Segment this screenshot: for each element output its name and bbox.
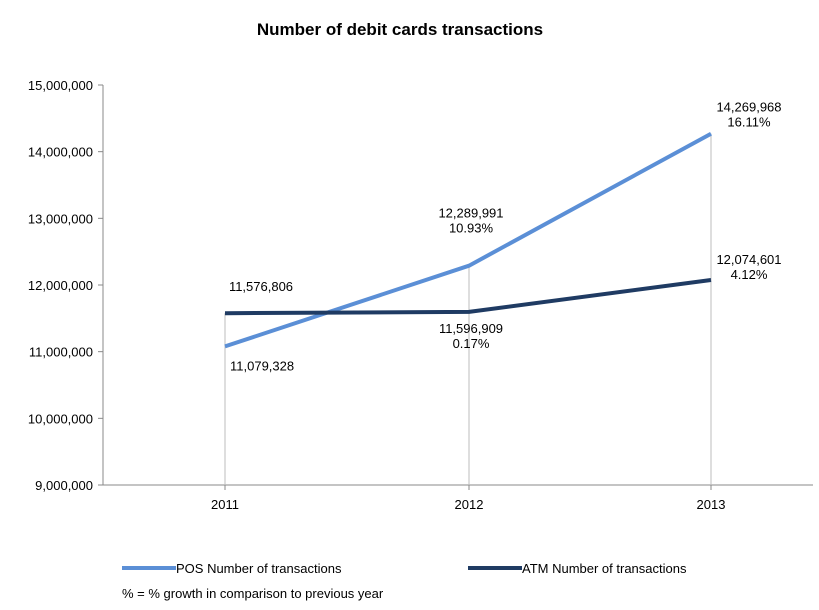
series-line-atm — [224, 278, 712, 316]
x-tick-label: 2011 — [211, 497, 239, 512]
data-label: 11,596,909 — [439, 321, 503, 336]
chart-title: Number of debit cards transactions — [257, 20, 543, 39]
data-label: 0.17% — [453, 336, 490, 351]
data-label: 10.93% — [449, 221, 494, 236]
data-label: 16.11% — [727, 115, 771, 130]
chart-footnote: % = % growth in comparison to previous y… — [122, 586, 384, 601]
data-label: 11,576,806 — [229, 279, 293, 294]
y-tick-label: 9,000,000 — [35, 478, 93, 493]
x-tick-label: 2012 — [455, 497, 484, 512]
legend-label: ATM Number of transactions — [522, 561, 687, 576]
y-tick-label: 13,000,000 — [28, 211, 93, 226]
data-label: 14,269,968 — [716, 100, 781, 115]
data-label: 11,079,328 — [230, 358, 294, 373]
data-label: 4.12% — [731, 267, 768, 282]
series-line-pos — [224, 131, 712, 349]
y-tick-label: 15,000,000 — [28, 78, 93, 93]
x-tick-label: 2013 — [697, 497, 726, 512]
legend-label: POS Number of transactions — [176, 561, 342, 576]
y-tick-label: 12,000,000 — [28, 278, 93, 293]
y-tick-label: 10,000,000 — [28, 411, 93, 426]
y-tick-label: 14,000,000 — [28, 145, 93, 160]
y-tick-label: 11,000,000 — [29, 345, 93, 360]
data-label: 12,289,991 — [438, 206, 503, 221]
data-label: 12,074,601 — [716, 252, 781, 267]
